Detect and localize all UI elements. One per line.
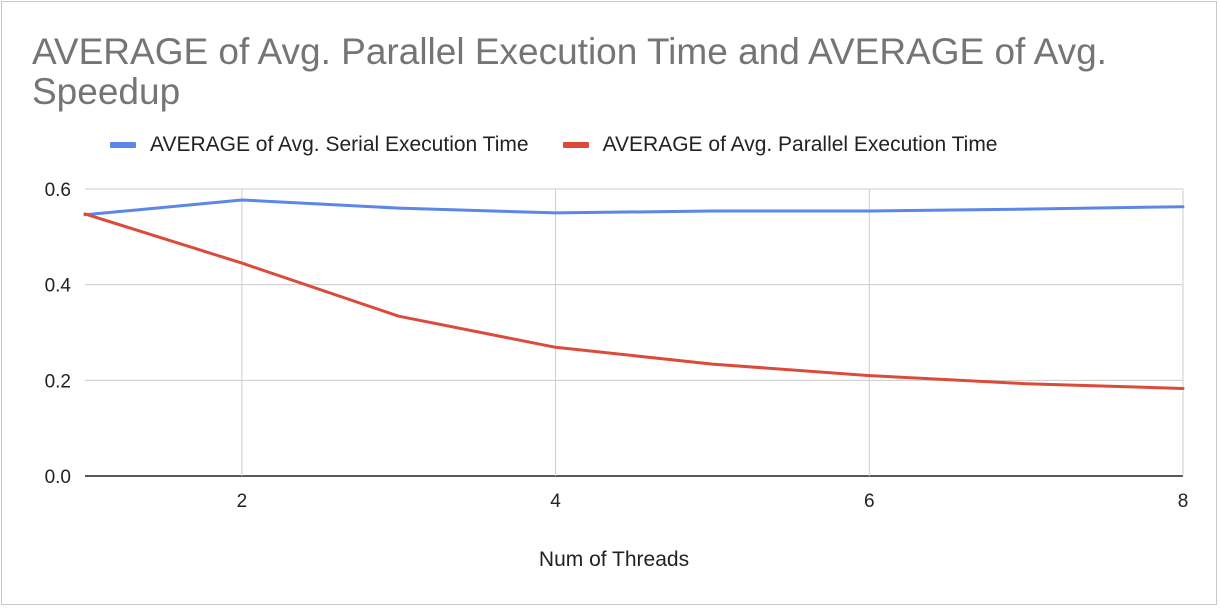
legend-label-serial: AVERAGE of Avg. Serial Execution Time (150, 133, 529, 156)
x-tick-label: 8 (1178, 491, 1189, 512)
y-tick-label: 0.2 (45, 371, 71, 392)
legend-item-serial[interactable]: AVERAGE of Avg. Serial Execution Time (110, 133, 529, 157)
y-tick-label: 0.0 (45, 467, 71, 488)
x-axis-title: Num of Threads (539, 548, 689, 571)
chart-title: AVERAGE of Avg. Parallel Execution Time … (32, 31, 1107, 112)
x-tick-label: 4 (550, 491, 561, 512)
legend-item-parallel[interactable]: AVERAGE of Avg. Parallel Execution Time (562, 133, 998, 157)
legend-label-parallel: AVERAGE of Avg. Parallel Execution Time (602, 133, 998, 156)
legend-swatch-serial (110, 142, 136, 148)
series-line-parallel[interactable] (83, 212, 1185, 390)
x-tick-label: 2 (237, 491, 248, 512)
x-tick-label: 6 (864, 491, 875, 512)
y-tick-label: 0.6 (45, 180, 71, 201)
y-tick-label: 0.4 (45, 276, 72, 297)
series-line-serial[interactable] (83, 198, 1185, 217)
legend: AVERAGE of Avg. Serial Execution Time AV… (110, 133, 1032, 157)
legend-swatch-parallel (562, 142, 589, 148)
